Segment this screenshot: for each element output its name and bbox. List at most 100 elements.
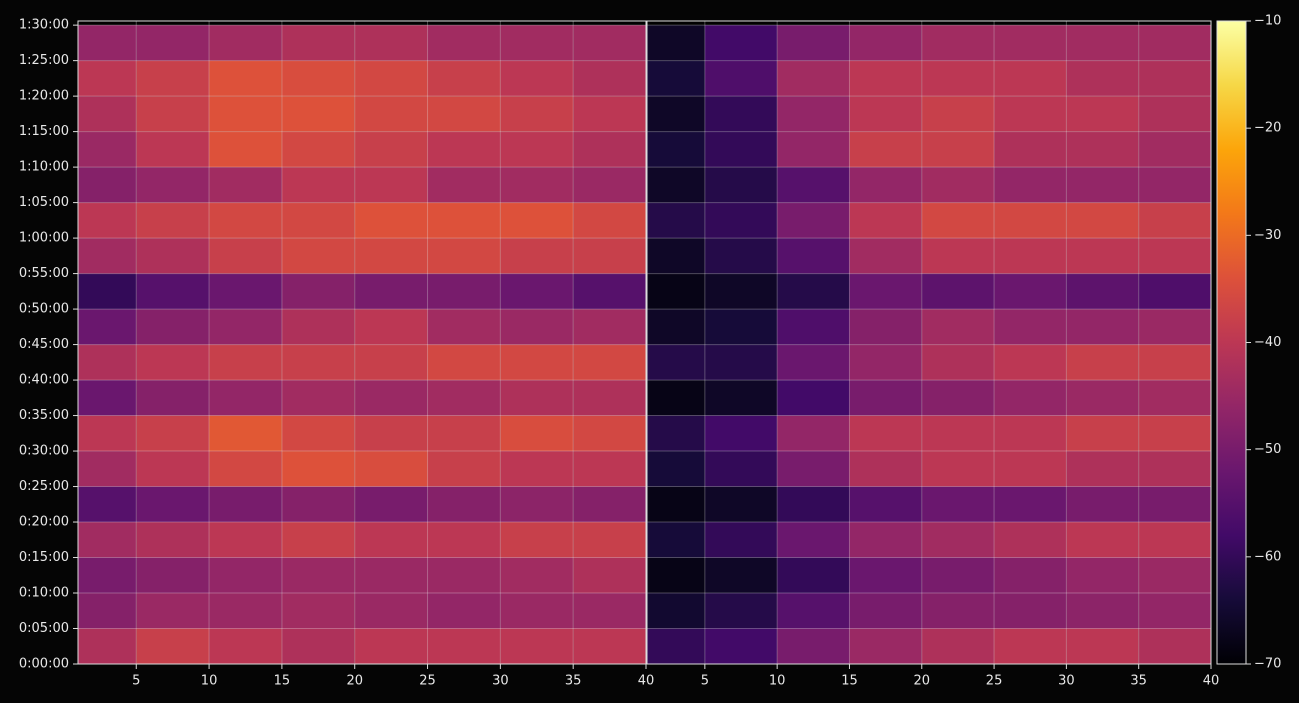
heat-cell	[994, 486, 1067, 523]
heat-cell	[354, 344, 428, 381]
heat-cell	[849, 593, 922, 629]
heat-cell	[209, 309, 282, 345]
heat-cell	[994, 380, 1067, 416]
heat-cell	[78, 25, 137, 61]
heat-cell	[500, 451, 574, 487]
heat-cell	[136, 202, 210, 239]
heat-cell	[994, 167, 1067, 203]
heat-cell	[500, 202, 574, 239]
heat-cell	[777, 628, 850, 664]
x-tick-label: 15	[274, 674, 291, 689]
heat-cell	[209, 131, 282, 168]
heat-cell	[849, 522, 922, 558]
y-tick-label: 0:15:00	[19, 550, 69, 565]
heat-cell	[573, 486, 646, 523]
y-tick-label: 0:00:00	[19, 657, 69, 672]
heat-cell	[573, 522, 646, 558]
heat-cell	[354, 202, 428, 239]
heat-cell	[994, 593, 1067, 629]
heat-cell	[78, 593, 137, 629]
heat-cell	[777, 96, 850, 132]
heat-cell	[136, 96, 210, 132]
heat-cell	[78, 415, 137, 452]
heat-cell	[354, 557, 428, 594]
heat-cell	[354, 60, 428, 97]
heat-cell	[427, 202, 501, 239]
x-tick-label: 40	[638, 674, 655, 689]
heat-cell	[354, 273, 428, 310]
heat-cell	[427, 273, 501, 310]
heat-cell	[921, 202, 995, 239]
x-tick-label: 30	[1058, 674, 1075, 689]
heat-cell	[647, 25, 705, 61]
heat-cell	[704, 593, 778, 629]
heat-cell	[1066, 380, 1139, 416]
heat-cell	[136, 415, 210, 452]
heat-cell	[281, 415, 355, 452]
x-tick-label: 35	[1130, 674, 1147, 689]
heat-cell	[427, 238, 501, 274]
heat-cell	[849, 557, 922, 594]
heat-cell	[1138, 593, 1211, 629]
heat-cell	[921, 309, 995, 345]
heat-cell	[427, 167, 501, 203]
heat-cell	[994, 60, 1067, 97]
colorbar-tick-label: −60	[1254, 549, 1281, 564]
heat-cell	[921, 486, 995, 523]
heat-cell	[281, 60, 355, 97]
heat-cell	[1138, 522, 1211, 558]
heat-cell	[1066, 344, 1139, 381]
y-tick-label: 0:25:00	[19, 479, 69, 494]
heat-cell	[136, 486, 210, 523]
heat-cell	[281, 238, 355, 274]
heat-cell	[427, 309, 501, 345]
heat-cell	[1138, 96, 1211, 132]
heat-cell	[921, 522, 995, 558]
heat-cell	[1138, 131, 1211, 168]
heat-cell	[704, 344, 778, 381]
heat-cell	[849, 96, 922, 132]
colorbar-tick-label: −30	[1254, 228, 1281, 243]
x-tick-label: 35	[565, 674, 582, 689]
heat-cell	[209, 486, 282, 523]
heat-cell	[704, 131, 778, 168]
heat-cell	[427, 96, 501, 132]
heat-cell	[647, 96, 705, 132]
y-tick-label: 1:00:00	[19, 231, 69, 246]
heat-cell	[573, 557, 646, 594]
heat-cell	[427, 557, 501, 594]
heat-cell	[777, 344, 850, 381]
heat-cell	[994, 344, 1067, 381]
heat-cell	[849, 131, 922, 168]
heat-cell	[777, 415, 850, 452]
heat-cell	[994, 202, 1067, 239]
heat-cell	[427, 486, 501, 523]
heat-cell	[921, 131, 995, 168]
heat-cell	[1066, 415, 1139, 452]
heat-cell	[281, 380, 355, 416]
heat-cell	[78, 202, 137, 239]
heat-cell	[136, 451, 210, 487]
heat-cell	[500, 167, 574, 203]
heat-cell	[354, 486, 428, 523]
y-tick-label: 1:30:00	[19, 18, 69, 33]
heat-cell	[209, 628, 282, 664]
heat-cell	[78, 344, 137, 381]
heat-cell	[1066, 557, 1139, 594]
x-tick-label: 15	[841, 674, 858, 689]
heat-cell	[777, 380, 850, 416]
heat-cell	[994, 415, 1067, 452]
heat-cell	[777, 238, 850, 274]
heat-cell	[78, 96, 137, 132]
x-tick-label: 25	[986, 674, 1003, 689]
heat-cell	[136, 238, 210, 274]
x-tick-label: 5	[701, 674, 709, 689]
heat-cell	[1138, 628, 1211, 664]
heat-cell	[427, 415, 501, 452]
heat-cell	[1066, 522, 1139, 558]
y-tick-label: 0:30:00	[19, 444, 69, 459]
heat-cell	[921, 25, 995, 61]
heat-cell	[354, 309, 428, 345]
heat-cell	[647, 60, 705, 97]
heat-cell	[78, 273, 137, 310]
